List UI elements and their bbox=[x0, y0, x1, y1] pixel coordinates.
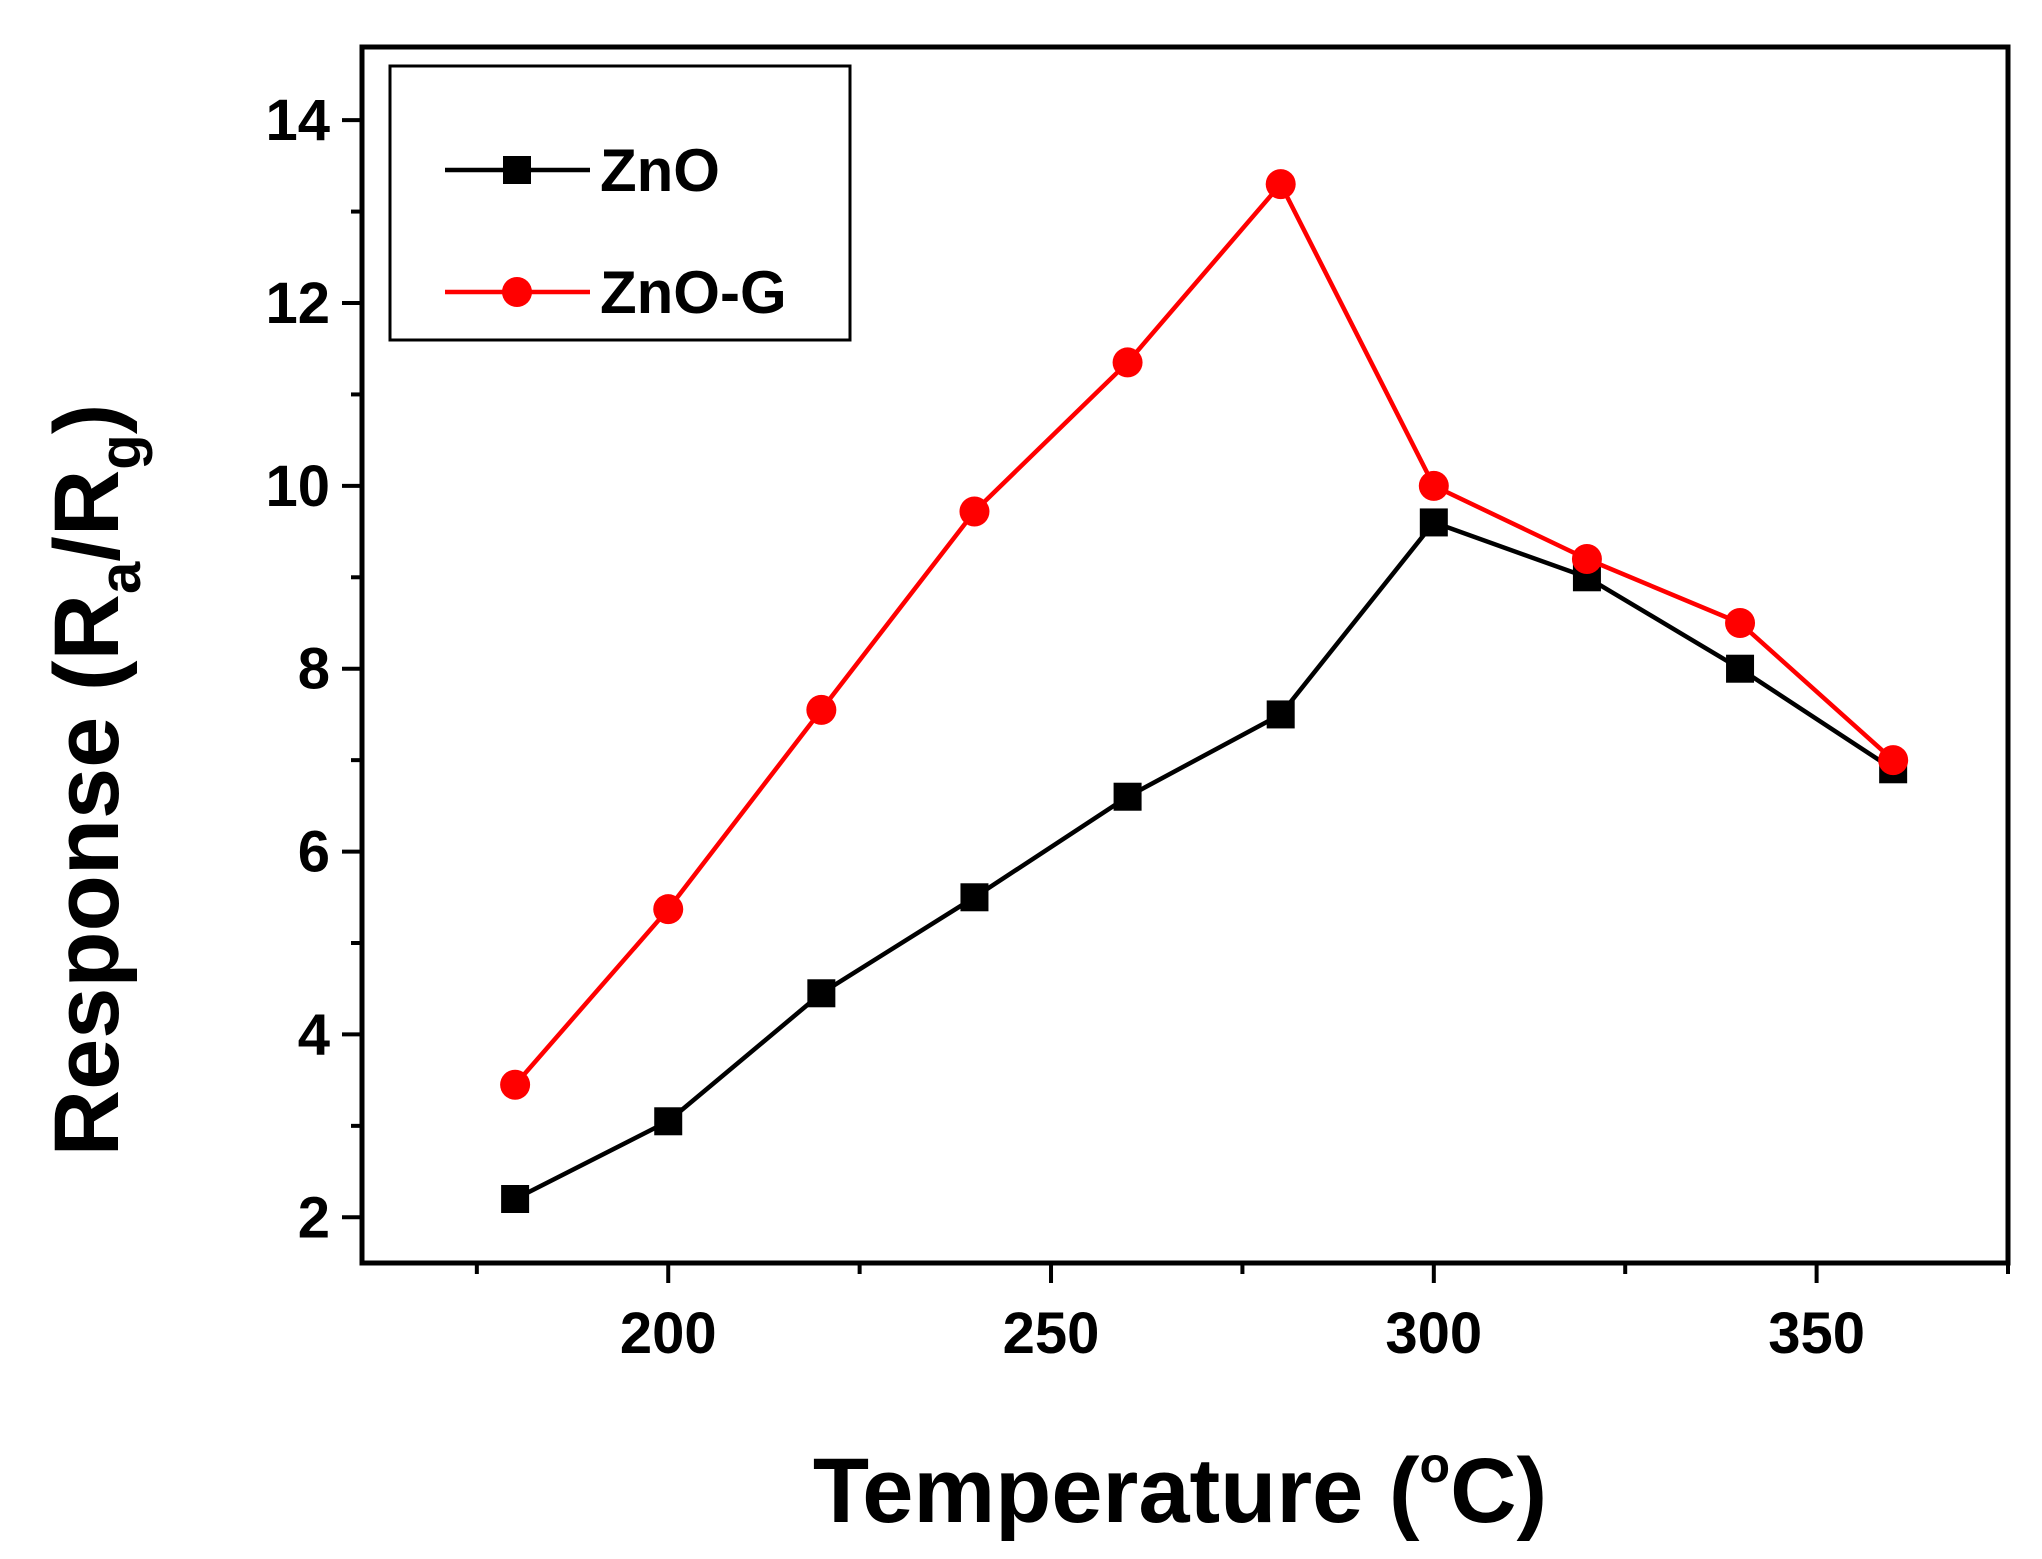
y-tick-label: 8 bbox=[298, 637, 330, 702]
x-tick-label: 250 bbox=[1003, 1301, 1100, 1366]
data-point bbox=[653, 894, 684, 925]
legend-entry-zno-g: ZnO-G bbox=[445, 259, 787, 326]
data-point bbox=[1265, 169, 1296, 200]
y-tick-label: 6 bbox=[298, 820, 330, 885]
legend-box bbox=[388, 64, 852, 342]
y-axis-title-main: Response (R bbox=[36, 594, 138, 1156]
data-point bbox=[807, 979, 836, 1008]
x-axis-title-degree: o bbox=[1420, 1437, 1451, 1493]
legend-marker bbox=[502, 277, 532, 307]
y-tick-label: 4 bbox=[298, 1002, 330, 1067]
plot-border bbox=[359, 44, 2011, 1266]
data-point bbox=[806, 694, 837, 725]
y-tick-label: 2 bbox=[298, 1185, 330, 1250]
data-point bbox=[1571, 544, 1602, 574]
series-line bbox=[514, 520, 1895, 1202]
data-point bbox=[1878, 745, 1909, 776]
data-point bbox=[959, 496, 990, 527]
x-tick-label: 300 bbox=[1385, 1301, 1482, 1366]
data-point bbox=[1266, 700, 1295, 729]
y-axis-title-sub-g: g bbox=[88, 434, 153, 469]
data-point bbox=[654, 1107, 683, 1136]
data-point bbox=[500, 1069, 531, 1100]
data-point bbox=[1113, 782, 1142, 811]
series-line bbox=[513, 181, 1895, 1087]
series-zno-g bbox=[500, 169, 1909, 1100]
legend-entry-zno: ZnO bbox=[445, 137, 720, 204]
x-axis-title-main: Temperature ( bbox=[813, 1440, 1420, 1542]
x-axis-ticks: 200 250 300 350 bbox=[474, 1263, 2010, 1366]
x-axis-title: Temperature (oC) bbox=[813, 1437, 1547, 1542]
y-tick-label: 10 bbox=[265, 454, 330, 519]
legend-label: ZnO-G bbox=[600, 259, 787, 326]
y-tick-label: 14 bbox=[265, 88, 330, 153]
x-axis-title-unit: C) bbox=[1450, 1440, 1547, 1542]
data-point bbox=[1419, 508, 1448, 537]
legend-label: ZnO bbox=[600, 137, 720, 204]
y-axis-ticks: 2 4 6 8 10 12 14 bbox=[265, 88, 362, 1250]
y-axis-title-close: ) bbox=[36, 404, 138, 435]
legend-marker bbox=[503, 156, 531, 184]
y-axis-title-sub-a: a bbox=[88, 561, 153, 594]
data-point bbox=[1112, 347, 1143, 378]
x-tick-label: 350 bbox=[1768, 1301, 1865, 1366]
data-point bbox=[1725, 608, 1756, 638]
y-tick-label: 12 bbox=[265, 271, 330, 336]
series-layer bbox=[500, 169, 1909, 1213]
y-axis-title: Response (Ra/Rg) bbox=[36, 404, 153, 1157]
series-zno bbox=[501, 508, 1908, 1213]
data-point bbox=[1418, 470, 1449, 501]
data-point bbox=[501, 1185, 530, 1213]
y-axis-title-slash: /R bbox=[36, 470, 138, 562]
data-point bbox=[1726, 654, 1755, 683]
plot-frame bbox=[359, 44, 2011, 1266]
legend: ZnO ZnO-G bbox=[388, 64, 852, 342]
x-tick-label: 200 bbox=[620, 1301, 717, 1366]
data-point bbox=[960, 883, 989, 912]
